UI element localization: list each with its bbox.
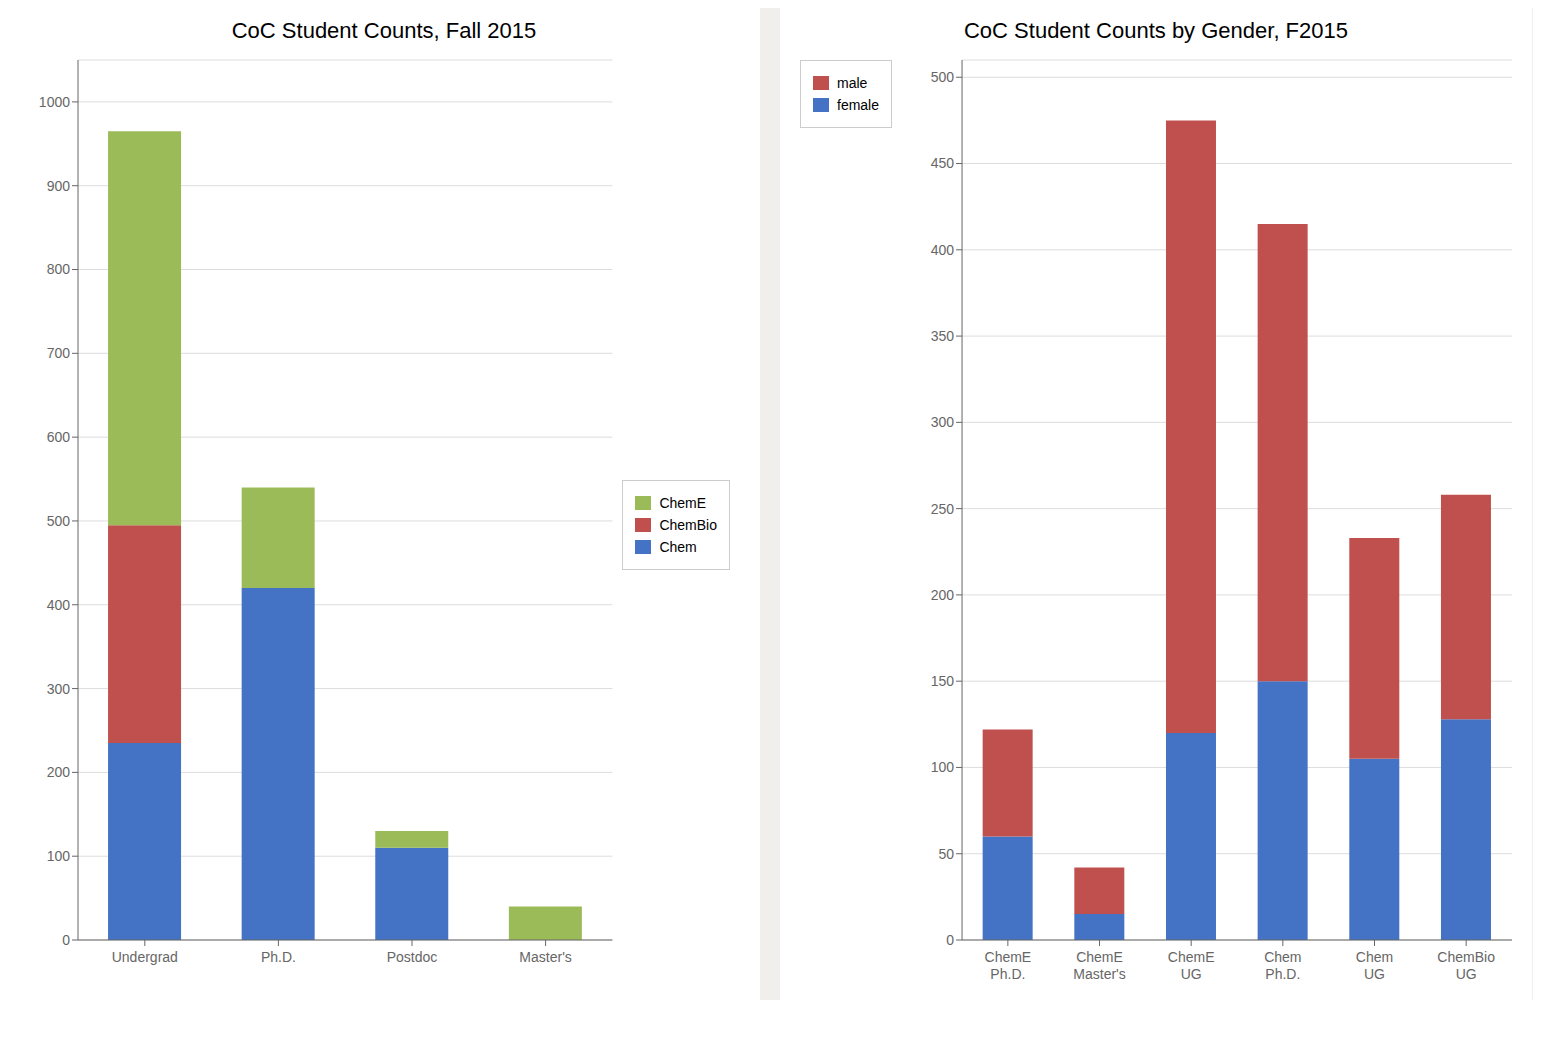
- svg-text:500: 500: [47, 513, 71, 529]
- svg-text:ChemEMaster's: ChemEMaster's: [1073, 949, 1125, 982]
- svg-text:ChemEUG: ChemEUG: [1168, 949, 1215, 982]
- svg-text:200: 200: [931, 587, 955, 603]
- svg-text:ChemEPh.D.: ChemEPh.D.: [985, 949, 1032, 982]
- svg-text:700: 700: [47, 345, 71, 361]
- html-text:female: female: [837, 97, 879, 113]
- svg-text:Postdoc: Postdoc: [387, 949, 438, 965]
- svg-text:100: 100: [931, 759, 955, 775]
- svg-text:0: 0: [946, 932, 954, 948]
- svg-text:500: 500: [931, 69, 955, 85]
- svg-text:900: 900: [47, 178, 71, 194]
- svg-text:1000: 1000: [39, 94, 70, 110]
- svg-text:Undergrad: Undergrad: [112, 949, 178, 965]
- svg-text:350: 350: [931, 328, 955, 344]
- svg-text:50: 50: [938, 846, 954, 862]
- svg-text:ChemUG: ChemUG: [1356, 949, 1393, 982]
- svg-text:450: 450: [931, 155, 955, 171]
- svg-text:Ph.D.: Ph.D.: [261, 949, 296, 965]
- svg-text:400: 400: [931, 242, 955, 258]
- svg-text:250: 250: [931, 501, 955, 517]
- svg-text:150: 150: [931, 673, 955, 689]
- svg-text:0: 0: [62, 932, 70, 948]
- svg-text:600: 600: [47, 429, 71, 445]
- svg-text:ChemBioUG: ChemBioUG: [1437, 949, 1495, 982]
- svg-text:300: 300: [931, 414, 955, 430]
- svg-text:400: 400: [47, 597, 71, 613]
- svg-text:800: 800: [47, 261, 71, 277]
- svg-text:200: 200: [47, 764, 71, 780]
- svg-text:Master's: Master's: [519, 949, 571, 965]
- html-text:ChemE: ChemE: [659, 495, 707, 511]
- svg-text:100: 100: [47, 848, 71, 864]
- svg-text:300: 300: [47, 681, 71, 697]
- html-text:Chem: Chem: [659, 539, 697, 555]
- html-text:male: male: [837, 75, 868, 91]
- html-text:ChemBio: ChemBio: [659, 517, 717, 533]
- html-text:CoC Student Counts, Fall 2015: CoC Student Counts, Fall 2015: [231, 18, 537, 43]
- html-text:CoC Student Counts by Gender,: CoC Student Counts by Gender, F2015: [964, 18, 1348, 43]
- svg-text:ChemPh.D.: ChemPh.D.: [1264, 949, 1301, 982]
